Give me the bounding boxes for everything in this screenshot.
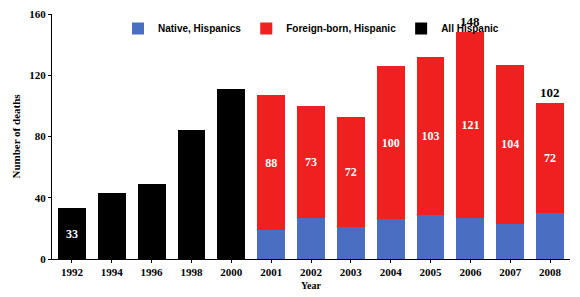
svg-text:72: 72 xyxy=(544,151,556,165)
svg-text:80: 80 xyxy=(35,130,47,142)
svg-text:103: 103 xyxy=(422,129,440,143)
svg-text:1998: 1998 xyxy=(180,266,203,278)
svg-text:1994: 1994 xyxy=(101,266,124,278)
svg-text:88: 88 xyxy=(265,156,277,170)
svg-text:Number of deaths: Number of deaths xyxy=(10,94,22,179)
svg-text:160: 160 xyxy=(29,8,46,20)
svg-text:33: 33 xyxy=(66,227,78,241)
svg-text:2006: 2006 xyxy=(459,266,482,278)
svg-text:100: 100 xyxy=(382,136,400,150)
svg-text:121: 121 xyxy=(461,118,479,132)
svg-text:1992: 1992 xyxy=(61,266,84,278)
svg-text:0: 0 xyxy=(40,253,46,265)
svg-text:Year: Year xyxy=(301,280,322,291)
svg-text:Foreign-born, Hispanic: Foreign-born, Hispanic xyxy=(286,23,396,34)
svg-text:2008: 2008 xyxy=(539,266,562,278)
svg-text:2004: 2004 xyxy=(380,266,403,278)
svg-text:2000: 2000 xyxy=(220,266,243,278)
svg-text:2001: 2001 xyxy=(260,266,282,278)
svg-text:102: 102 xyxy=(540,85,560,100)
svg-text:2003: 2003 xyxy=(340,266,363,278)
svg-text:72: 72 xyxy=(345,165,357,179)
svg-text:2007: 2007 xyxy=(499,266,521,278)
svg-text:73: 73 xyxy=(305,155,317,169)
svg-text:1996: 1996 xyxy=(141,266,164,278)
svg-text:120: 120 xyxy=(29,69,46,81)
svg-text:40: 40 xyxy=(35,192,47,204)
svg-text:All Hispanic: All Hispanic xyxy=(441,23,499,34)
svg-text:104: 104 xyxy=(501,137,519,151)
svg-text:Native, Hispanics: Native, Hispanics xyxy=(158,23,241,34)
svg-text:2002: 2002 xyxy=(300,266,323,278)
svg-text:2005: 2005 xyxy=(420,266,443,278)
svg-text:148: 148 xyxy=(460,14,480,29)
